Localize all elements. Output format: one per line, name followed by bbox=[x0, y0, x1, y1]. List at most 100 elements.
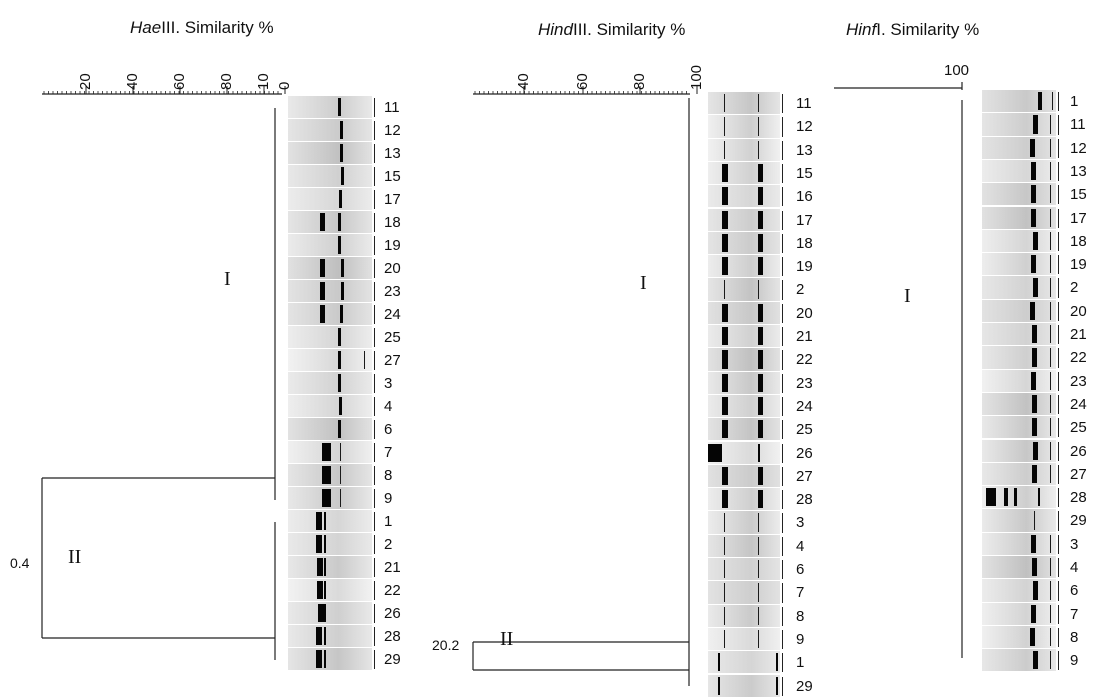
hinfi-lane-label: 17 bbox=[1070, 209, 1087, 227]
hindiii-tick-label: 80 bbox=[631, 73, 648, 90]
hindiii-gel-lane bbox=[708, 231, 780, 255]
hindiii-lane-label: 22 bbox=[796, 351, 813, 369]
haeiii-gel-band bbox=[316, 627, 322, 645]
haeiii-lane-label: 2 bbox=[384, 536, 393, 553]
hindiii-gel-band bbox=[722, 466, 728, 486]
hinfi-lane-label: 11 bbox=[1070, 116, 1086, 134]
haeiii-gel-band bbox=[324, 581, 326, 599]
hindiii-gel-band bbox=[758, 117, 759, 136]
hindiii-lane-label: 25 bbox=[796, 421, 813, 439]
hindiii-gel-band bbox=[724, 94, 725, 113]
hindiii-gel-band bbox=[722, 303, 728, 322]
hinfi-gel-band bbox=[1050, 627, 1051, 647]
hinfi-lane-tick bbox=[1058, 325, 1059, 345]
haeiii-gel-band bbox=[316, 650, 322, 668]
haeiii-lane-label: 23 bbox=[384, 283, 401, 300]
hinfi-lane-tick bbox=[1058, 348, 1059, 368]
hindiii-lane-label: 23 bbox=[796, 374, 813, 392]
haeiii-lane-tick bbox=[374, 512, 375, 531]
hinfi-gel-band bbox=[1050, 371, 1051, 390]
haeiii-gel-lane bbox=[288, 326, 372, 348]
hindiii-gel-band bbox=[724, 280, 725, 299]
haeiii-gel-band bbox=[340, 443, 341, 461]
hinfi-gel-band bbox=[1050, 208, 1051, 227]
haeiii-gel-lane bbox=[288, 418, 372, 440]
hindiii-gel-band bbox=[722, 257, 728, 276]
haeiii-gel-band bbox=[320, 259, 325, 277]
haeiii-lane-label: 6 bbox=[384, 421, 393, 438]
haeiii-lane-label: 18 bbox=[384, 214, 401, 231]
haeiii-lane-tick bbox=[374, 98, 375, 117]
hinfi-gel-band bbox=[1034, 511, 1035, 530]
hindiii-cluster-label-i: I bbox=[640, 272, 647, 294]
hindiii-gel-band bbox=[758, 420, 763, 439]
hindiii-lane-label: 18 bbox=[796, 234, 813, 252]
haeiii-lane-tick bbox=[374, 558, 375, 577]
haeiii-tick-label: 10 bbox=[255, 73, 272, 90]
hindiii-gel-band bbox=[722, 233, 728, 253]
hindiii-gel-band bbox=[722, 420, 728, 439]
haeiii-lane-label: 20 bbox=[384, 260, 401, 277]
hinfi-gel-band bbox=[1050, 418, 1051, 437]
hinfi-gel-lane bbox=[982, 206, 1056, 229]
haeiii-lane-tick bbox=[374, 535, 375, 554]
hinfi-gel-band bbox=[1032, 418, 1037, 437]
hindiii-gel-lane bbox=[708, 325, 780, 348]
hindiii-gel-lane bbox=[708, 255, 780, 278]
hindiii-lane-tick bbox=[782, 443, 783, 463]
hindiii-gel-lane bbox=[708, 558, 780, 581]
hinfi-lane-tick bbox=[1058, 301, 1059, 321]
hindiii-lane-tick bbox=[782, 676, 783, 696]
hinfi-lane-tick bbox=[1058, 255, 1059, 275]
hindiii-tick-label: 100 bbox=[688, 64, 705, 90]
haeiii-gel-band bbox=[340, 466, 341, 484]
hinfi-gel-band bbox=[1050, 651, 1051, 670]
haeiii-title-suffix: III. Similarity % bbox=[161, 18, 274, 37]
hinfi-gel-band bbox=[1031, 255, 1036, 274]
haeiii-gel-lane bbox=[288, 625, 372, 647]
hinfi-gel-band bbox=[1031, 161, 1036, 181]
hindiii-lane-tick bbox=[782, 420, 783, 440]
hinfi-gel-band bbox=[1050, 161, 1051, 181]
hinfi-gel-band bbox=[1030, 627, 1035, 647]
hinfi-lane-label: 18 bbox=[1070, 232, 1087, 250]
hindiii-gel-band bbox=[724, 629, 725, 649]
hindiii-gel-lane bbox=[708, 301, 780, 324]
haeiii-gel-band bbox=[324, 627, 326, 645]
hinfi-gel-band bbox=[1032, 348, 1037, 367]
hindiii-lane-label: 26 bbox=[796, 444, 813, 462]
haeiii-gel-band bbox=[324, 512, 326, 530]
haeiii-lane-tick bbox=[374, 489, 375, 508]
haeiii-lane-tick bbox=[374, 397, 375, 416]
haeiii-gel-band bbox=[341, 282, 344, 300]
hindiii-gel-band bbox=[722, 327, 728, 346]
hindiii-gel-band bbox=[758, 210, 763, 229]
hinfi-gel-band bbox=[986, 488, 996, 507]
hindiii-gel-band bbox=[758, 373, 763, 392]
hindiii-lane-label: 9 bbox=[796, 630, 805, 648]
hindiii-lane-tick bbox=[782, 350, 783, 370]
haeiii-gel-band bbox=[340, 489, 341, 507]
hindiii-gel-lane bbox=[708, 115, 780, 138]
hindiii-gel-lane bbox=[708, 138, 780, 161]
hinfi-lane-label: 24 bbox=[1070, 395, 1087, 413]
hinfi-lane-label: 13 bbox=[1070, 162, 1087, 180]
hindiii-gel-band bbox=[758, 257, 763, 276]
hinfi-gel-band bbox=[1004, 488, 1008, 507]
hindiii-gel-band bbox=[758, 490, 763, 509]
hindiii-lane-label: 17 bbox=[796, 211, 813, 229]
hindiii-lane-tick bbox=[782, 210, 783, 230]
hindiii-gel-band bbox=[758, 513, 759, 532]
haeiii-gel-band bbox=[320, 213, 325, 231]
hinfi-lane-label: 9 bbox=[1070, 652, 1079, 670]
haeiii-gel-band bbox=[322, 466, 331, 484]
hinfi-gel-lane bbox=[982, 113, 1056, 136]
hinfi-gel-band bbox=[1050, 604, 1051, 623]
haeiii-gel-band bbox=[317, 558, 323, 576]
hindiii-gel-band bbox=[724, 560, 725, 579]
haeiii-gel-band bbox=[338, 351, 341, 369]
hindiii-gel-band bbox=[708, 443, 722, 462]
haeiii-gel-lane bbox=[288, 349, 372, 371]
hindiii-lane-label: 29 bbox=[796, 677, 813, 695]
hinfi-lane-label: 6 bbox=[1070, 582, 1079, 600]
